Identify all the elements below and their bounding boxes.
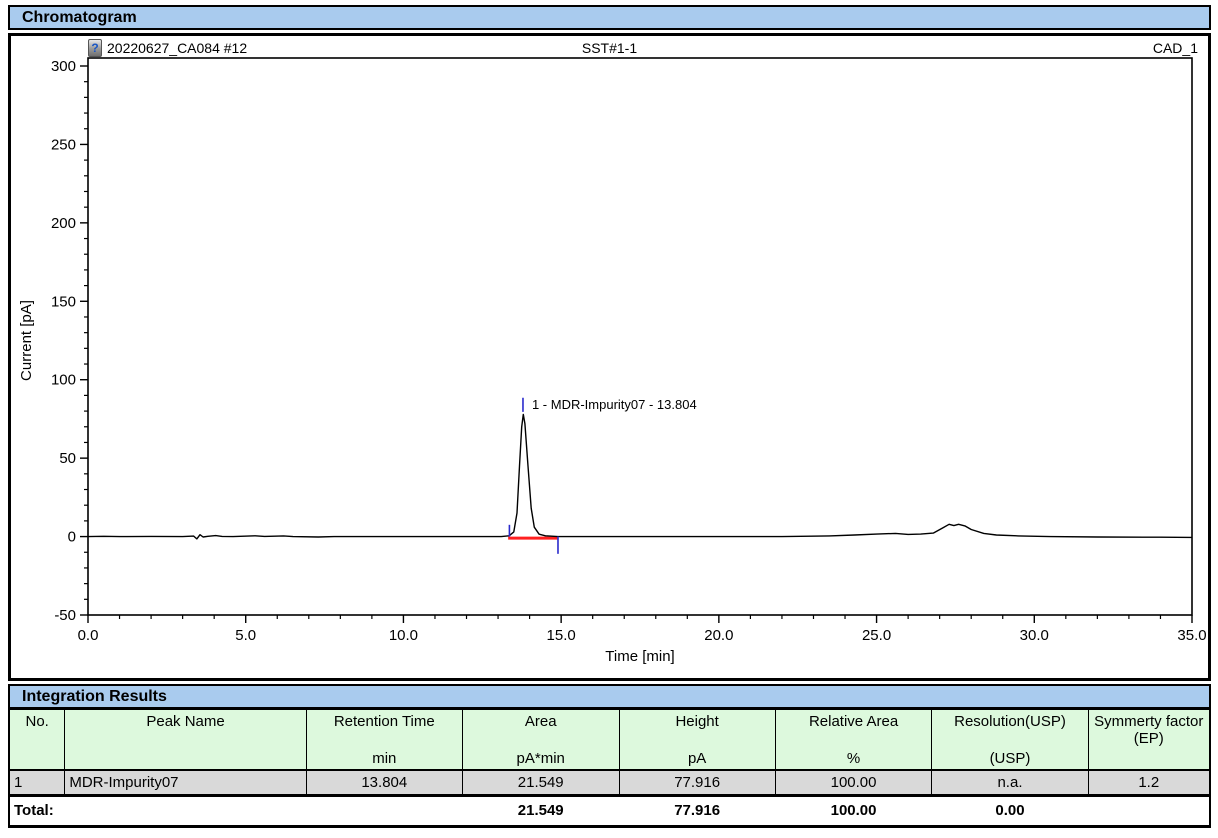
total-value-1: 77.916 bbox=[619, 793, 776, 826]
x-tick-label: 10.0 bbox=[389, 627, 418, 644]
y-tick-label: -50 bbox=[54, 607, 76, 624]
chromatogram-section-title-bar: Chromatogram bbox=[8, 5, 1211, 30]
y-tick-label: 300 bbox=[51, 58, 76, 75]
x-tick-label: 0.0 bbox=[78, 627, 99, 644]
x-tick-label: 35.0 bbox=[1177, 627, 1206, 644]
x-tick-label: 20.0 bbox=[704, 627, 733, 644]
cell-area[interactable]: 21.549 bbox=[461, 769, 620, 796]
plot-frame bbox=[87, 57, 1193, 616]
y-tick-label: 100 bbox=[51, 372, 76, 389]
total-value-3: 0.00 bbox=[931, 793, 1089, 826]
total-value-2: 100.00 bbox=[775, 793, 932, 826]
col-header-resolution-usp: Resolution(USP) (USP) bbox=[931, 708, 1089, 771]
y-tick-label: 250 bbox=[51, 136, 76, 153]
col-header-retention-time: Retention Time min bbox=[305, 708, 463, 771]
cell-relative-area[interactable]: 100.00 bbox=[774, 769, 933, 796]
table-total-row: Total: 21.549 77.916 100.00 0.00 bbox=[9, 793, 1210, 826]
col-header-area: Area pA*min bbox=[461, 708, 620, 771]
chromatogram-section-title: Chromatogram bbox=[22, 9, 137, 26]
peak-annotation-label: 1 - MDR-Impurity07 - 13.804 bbox=[532, 397, 697, 412]
total-value-0: 21.549 bbox=[462, 793, 620, 826]
x-axis-title: Time [min] bbox=[605, 648, 674, 665]
col-header-peak-name: Peak Name bbox=[64, 708, 307, 771]
total-value-4 bbox=[1088, 793, 1210, 826]
integration-results-title: Integration Results bbox=[22, 688, 167, 705]
x-tick-label: 30.0 bbox=[1020, 627, 1049, 644]
cell-retention-time[interactable]: 13.804 bbox=[305, 769, 463, 796]
table-header-row: No. Peak Name Retention Time min Area pA*min H… bbox=[8, 708, 1211, 771]
x-tick-label: 5.0 bbox=[235, 627, 256, 644]
vial-question-icon: ? bbox=[88, 39, 102, 57]
chromatogram-plot-area[interactable]: 300 250 200 150 100 50 0 -500.0 5.0 10.0 15.0 20.0 2… bbox=[11, 36, 1208, 678]
cell-symmetry-factor-ep[interactable]: 1.2 bbox=[1087, 769, 1211, 796]
x-tick-label: 25.0 bbox=[862, 627, 891, 644]
col-header-relative-area: Relative Area% bbox=[774, 708, 933, 771]
y-tick-label: 50 bbox=[59, 450, 76, 467]
y-tick-label: 150 bbox=[51, 293, 76, 310]
total-label: Total: bbox=[9, 793, 463, 826]
cell-height[interactable]: 77.916 bbox=[618, 769, 776, 796]
injection-name-label: 20220627_CA084 #12 bbox=[107, 40, 248, 56]
integration-results-table: No. Peak Name Retention Time min Area pA*min H… bbox=[8, 708, 1211, 828]
signal-trace bbox=[87, 413, 1193, 540]
y-tick-label: 0 bbox=[68, 529, 76, 546]
col-header-height: Height pA bbox=[618, 708, 776, 771]
cell-resolution-usp[interactable]: n.a. bbox=[931, 769, 1089, 796]
sample-name-label: SST#1-1 bbox=[581, 40, 638, 56]
y-tick-label: 200 bbox=[51, 215, 76, 232]
cell-no[interactable]: 1 bbox=[8, 769, 66, 796]
cell-peak-name[interactable]: MDR-Impurity07 bbox=[64, 769, 307, 796]
chromatogram-panel: ? 20220627_CA084 #12 SST#1-1 CAD_1 300 25… bbox=[8, 33, 1211, 681]
channel-name-label: CAD_1 bbox=[1152, 40, 1198, 56]
col-header-symmetry-factor-ep: Symmerty factor (EP) bbox=[1087, 708, 1211, 771]
col-header-no: No. bbox=[8, 708, 66, 771]
integration-results-title-bar: Integration Results bbox=[8, 684, 1211, 709]
x-tick-label: 15.0 bbox=[547, 627, 576, 644]
y-axis-title: Current [pA] bbox=[18, 300, 35, 381]
table-row-peak-1[interactable]: 1 MDR-Impurity07 13.804 21.549 77.916 100.00 n… bbox=[8, 769, 1211, 796]
